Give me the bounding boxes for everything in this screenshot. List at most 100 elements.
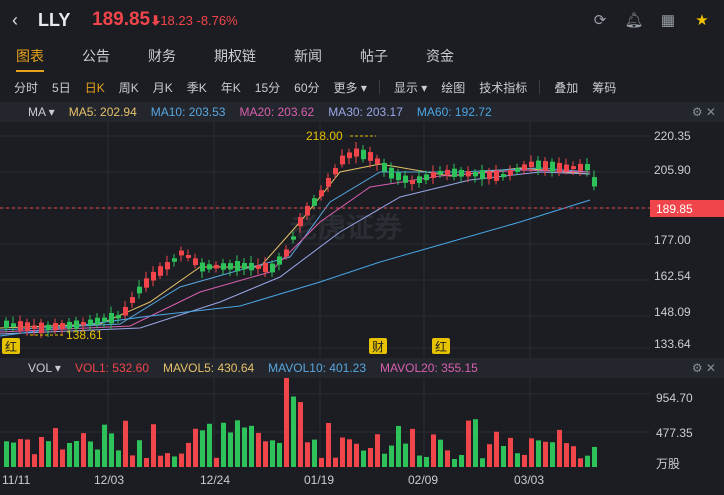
chips-button[interactable]: 筹码 [592,80,617,95]
dividend-marker-text: 红 [435,339,447,354]
period-daily[interactable]: 日K [84,80,105,95]
candle-body [137,286,142,294]
vol-indicator-label[interactable]: VOL ▾ [28,361,61,375]
tab-posts[interactable]: 帖子 [360,48,388,64]
vol-legend: VOL ▾ VOL1: 532.60 MAVOL5: 430.64 MAVOL1… [0,358,724,378]
period-more[interactable]: 更多 ▾ [333,80,367,95]
volume-bar [95,449,100,467]
candle-body [368,152,373,161]
indicators-button[interactable]: 技术指标 [479,80,528,95]
volume-bar [326,422,331,467]
low-label: 138.61 [66,328,103,342]
date-tick: 12/24 [200,473,230,487]
ma5-value: MA5: 202.94 [68,105,137,119]
candle-body [375,158,380,165]
volume-bar [81,433,86,467]
candle-body [39,322,44,334]
candle-body [11,323,16,327]
ma10-value: MA10: 203.53 [150,105,226,119]
draw-button[interactable]: 绘图 [441,80,466,95]
chart-area[interactable]: MA ▾ MA5: 202.94 MA10: 203.53 MA20: 203.… [0,102,724,495]
candle-body [557,162,562,173]
tab-options-chain[interactable]: 期权链 [214,48,256,64]
period-15min[interactable]: 15分 [254,80,281,95]
overlay-button[interactable]: 叠加 [554,80,579,95]
volume-bar [235,420,240,467]
volume-bar [298,402,303,467]
volume-bar [186,442,191,467]
mavol10-value: MAVOL10: 401.23 [268,361,367,375]
dividend-marker[interactable] [2,338,20,354]
volume-bar [508,437,513,467]
tab-capital[interactable]: 资金 [426,48,454,64]
volume-bar [137,440,142,467]
candle-body [312,198,317,206]
period-60min[interactable]: 60分 [294,80,320,95]
period-monthly[interactable]: 月K [152,80,173,95]
vol-settings-icon[interactable]: ⚙ ✕ [691,361,716,375]
candle-body [431,172,436,178]
candle-body [389,167,394,179]
main-tabs: 图表 公告 财务 期权链 新闻 帖子 资金 [0,42,724,72]
candle-body [256,265,261,269]
candle-body [347,152,352,159]
ma-indicator-label[interactable]: MA ▾ [28,105,55,119]
candle-body [46,324,51,331]
volume-bar [333,457,338,467]
volume-bar [312,439,317,467]
refresh-icon[interactable]: ⟳ [593,12,607,29]
volume-bar [18,439,23,467]
dividend-marker-text: 红 [5,339,17,354]
volume-bar [249,425,254,467]
earnings-marker[interactable] [369,338,387,354]
candle-body [298,217,303,227]
tab-financials[interactable]: 财务 [148,48,176,64]
volume-bar [263,441,268,467]
price-change: -18.23 -8.76% [156,13,238,28]
tab-announcements[interactable]: 公告 [82,48,110,64]
period-5day[interactable]: 5日 [52,80,71,95]
candle-body [305,205,310,216]
back-arrow-icon[interactable]: ‹ [12,10,18,30]
grid-icon[interactable]: ▦ [660,12,676,29]
high-label: 218.00 [306,129,343,143]
candle-body [277,256,282,265]
stock-symbol: LLY [38,10,71,30]
ma-settings-icon[interactable]: ⚙ ✕ [691,105,716,119]
candle-body [333,168,338,175]
mavol20-value: MAVOL20: 355.15 [380,361,478,375]
candle-body [235,260,240,272]
volume-bar [592,446,597,467]
dividend-marker[interactable] [432,338,450,354]
volume-bar [67,442,72,467]
candle-body [480,170,485,180]
tab-chart[interactable]: 图表 [16,42,44,72]
bell-icon[interactable]: 🔔︎ [624,12,644,29]
period-weekly[interactable]: 周K [118,80,139,95]
candle-body [340,155,345,165]
candle-body [396,172,401,181]
candle-body [550,161,555,172]
volume-bar [109,433,114,467]
volume-bar [578,458,583,467]
volume-bar [25,439,30,467]
volume-bar [172,456,177,467]
period-quarterly[interactable]: 季K [186,80,207,95]
volume-bar [193,428,198,467]
volume-bar [466,420,471,467]
display-menu[interactable]: 显示 ▾ [393,80,428,95]
volume-bar [522,454,527,467]
period-yearly[interactable]: 年K [220,80,241,95]
candle-body [18,321,23,331]
volume-bar [501,445,506,467]
period-intraday[interactable]: 分时 [14,80,39,95]
candle-body [326,177,331,187]
candle-body [200,262,205,272]
last-price-label: 189.85 [656,202,693,216]
volume-bar [228,432,233,467]
tab-news[interactable]: 新闻 [294,48,322,64]
candle-body [424,174,429,181]
volume-bar [347,439,352,467]
star-icon[interactable]: ★ [695,12,709,29]
volume-bar [158,455,163,467]
